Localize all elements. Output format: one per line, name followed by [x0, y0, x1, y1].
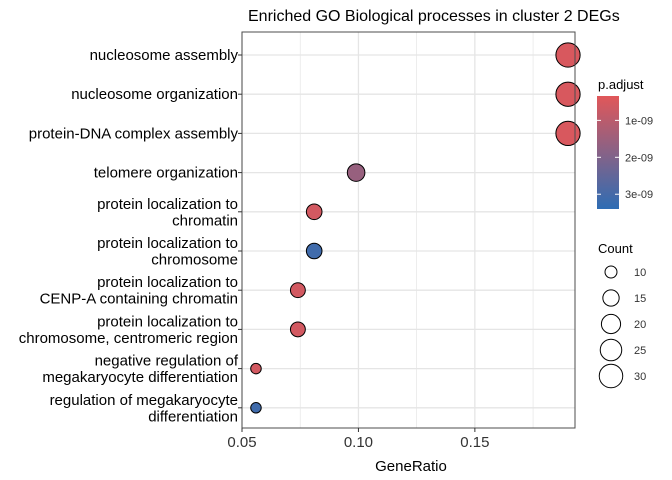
size-legend-circle: [599, 338, 623, 362]
panel-frame: [241, 31, 576, 429]
color-legend-tick-label: 2e-09: [625, 152, 653, 164]
y-tick-label-line: protein localization to: [97, 313, 238, 330]
panel-background: [242, 32, 575, 428]
size-legend-circle: [604, 265, 618, 279]
data-point: [289, 321, 306, 338]
y-tick-label: protein localization to chromatin: [97, 196, 238, 230]
size-legend-items: 10 15 20 25 30: [598, 265, 646, 389]
size-legend-circle: [600, 313, 622, 335]
size-legend-label: 15: [634, 293, 646, 305]
color-legend-tick-label: 3e-09: [625, 189, 653, 201]
grid-lines: [241, 32, 575, 428]
data-point: [289, 282, 306, 299]
y-tick-label-line: protein localization to: [97, 196, 238, 213]
y-tick-label-line: protein localization to: [97, 274, 238, 291]
color-legend-ticks: 1e-09 2e-09 3e-09: [597, 115, 653, 201]
x-axis-title: GeneRatio: [375, 458, 447, 475]
y-tick-label: negative regulation of megakaryocyte diff…: [42, 353, 239, 387]
x-tick-label: 0.15: [460, 434, 489, 451]
x-tick-label: 0.05: [227, 434, 256, 451]
data-point: [305, 242, 323, 260]
size-legend-label: 25: [634, 345, 646, 357]
size-legend-title: Count: [598, 241, 633, 256]
y-tick-label-line: CENP-A containing chromatin: [40, 291, 238, 308]
chart-title: Enriched GO Biological processes in clus…: [248, 8, 620, 25]
y-tick-label: nucleosome organization: [71, 86, 238, 103]
y-tick-label-line: chromosome, centromeric region: [19, 330, 238, 347]
plot-panel: [242, 32, 575, 428]
data-point: [250, 362, 262, 375]
y-tick-label-line: differentiation: [148, 408, 238, 425]
size-legend-circle: [602, 289, 620, 307]
y-tick-label-line: telomere organization: [94, 165, 238, 182]
color-legend-tick-label: 1e-09: [625, 115, 653, 127]
x-tick-label: 0.10: [344, 434, 373, 451]
size-legend: Count 10 15 20 25 30: [598, 241, 646, 389]
x-axis: 0.05 0.10 0.15: [227, 428, 489, 451]
y-tick-label-line: nucleosome assembly: [90, 47, 239, 64]
y-tick-label: protein localization to CENP-A containing…: [40, 274, 238, 308]
y-tick-label-line: chromatin: [172, 212, 238, 229]
color-legend: p.adjust 1e-09 2e-09 3e-09: [597, 77, 653, 209]
data-point: [555, 81, 581, 107]
y-tick-label-line: negative regulation of: [95, 353, 239, 370]
data-point: [346, 163, 366, 182]
y-tick-label-line: megakaryocyte differentiation: [42, 369, 238, 386]
size-legend-label: 30: [634, 371, 646, 383]
y-tick-label-line: chromosome: [151, 252, 238, 269]
y-tick-label: telomere organization: [94, 165, 238, 182]
data-point: [250, 402, 262, 414]
data-point: [305, 203, 323, 221]
y-tick-label: protein localization to chromosome: [97, 235, 238, 269]
y-tick-label: regulation of megakaryocyte differentiati…: [50, 392, 238, 426]
data-point: [555, 120, 581, 147]
panel-border: [241, 31, 576, 429]
y-tick-label: protein-DNA complex assembly: [29, 125, 239, 142]
y-tick-label-line: protein-DNA complex assembly: [29, 125, 239, 142]
y-tick-label-line: nucleosome organization: [71, 86, 238, 103]
y-tick-label: protein localization to chromosome, centr…: [19, 313, 238, 347]
size-legend-label: 20: [634, 319, 646, 331]
data-point: [555, 42, 581, 68]
color-legend-title: p.adjust: [598, 77, 644, 92]
size-legend-label: 10: [634, 267, 646, 279]
data-points: [250, 42, 581, 414]
size-legend-circle: [598, 363, 624, 389]
y-axis: nucleosome assembly nucleosome organizati…: [19, 47, 242, 425]
y-tick-label-line: protein localization to: [97, 235, 238, 252]
y-tick-label-line: regulation of megakaryocyte: [50, 392, 238, 409]
color-legend-bar: [597, 96, 619, 209]
y-tick-label: nucleosome assembly: [90, 47, 239, 64]
